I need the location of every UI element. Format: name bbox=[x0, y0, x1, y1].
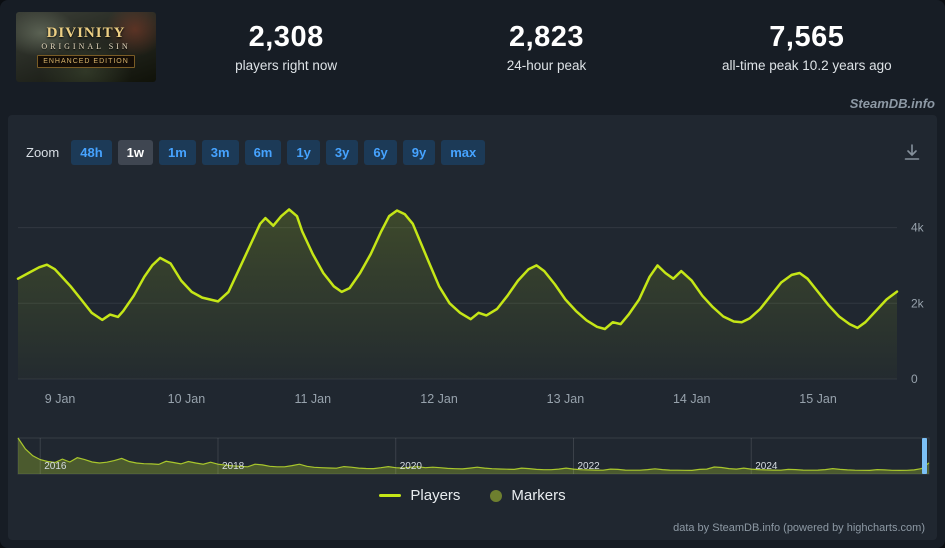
peak-24h-label: 24-hour peak bbox=[506, 57, 587, 73]
x-axis-label: 15 Jan bbox=[799, 392, 837, 406]
zoom-button-6y[interactable]: 6y bbox=[364, 140, 397, 165]
alltime-peak-value: 7,565 bbox=[769, 21, 845, 54]
legend: Players Markers bbox=[8, 487, 937, 504]
steamdb-watermark[interactable]: SteamDB.info bbox=[849, 96, 935, 111]
navigator-year-label: 2022 bbox=[577, 461, 600, 472]
zoom-button-1w[interactable]: 1w bbox=[117, 140, 153, 165]
game-edition-banner: ENHANCED EDITION bbox=[37, 54, 135, 69]
x-axis-label: 12 Jan bbox=[420, 392, 458, 406]
zoom-button-9y[interactable]: 9y bbox=[402, 140, 436, 165]
x-axis-label: 11 Jan bbox=[294, 392, 331, 406]
download-icon[interactable] bbox=[903, 144, 921, 161]
navigator-year-label: 2024 bbox=[755, 461, 778, 472]
current-players-label: players right now bbox=[235, 57, 338, 73]
players-series-line[interactable] bbox=[16, 208, 899, 331]
x-axis-label: 10 Jan bbox=[168, 392, 206, 406]
zoom-buttons: 48h 1w 1m 3m 6m 1y 3y 6y 9y max bbox=[71, 140, 486, 165]
zoom-button-3m[interactable]: 3m bbox=[201, 140, 239, 165]
y-axis-label: 2k bbox=[911, 296, 925, 310]
players-line-swatch bbox=[379, 494, 402, 497]
markers-dot-swatch bbox=[490, 489, 503, 502]
zoom-label: Zoom bbox=[26, 145, 60, 160]
y-axis-label: 4k bbox=[911, 221, 925, 235]
zoom-button-48h[interactable]: 48h bbox=[71, 140, 112, 165]
header: DIVINITY ORIGINAL SIN ENHANCED EDITION 2… bbox=[8, 8, 937, 86]
stat-24h-peak: 2,823 24-hour peak bbox=[416, 21, 676, 72]
stat-current-players: 2,308 players right now bbox=[156, 21, 416, 72]
header-stats: 2,308 players right now 2,823 24-hour pe… bbox=[156, 8, 937, 86]
zoom-button-max[interactable]: max bbox=[441, 140, 486, 165]
x-axis-label: 14 Jan bbox=[673, 392, 711, 406]
navigator-year-label: 2020 bbox=[400, 461, 423, 472]
navigator-series-line bbox=[17, 437, 930, 472]
zoom-button-3y[interactable]: 3y bbox=[325, 140, 359, 165]
credits[interactable]: data by SteamDB.info (powered by highcha… bbox=[673, 522, 925, 534]
navigator-outline bbox=[17, 437, 930, 475]
chart-toolbar: Zoom 48h 1w 1m 3m 6m 1y 3y 6y 9y max bbox=[26, 140, 921, 165]
alltime-peak-label: all-time peak 10.2 years ago bbox=[722, 57, 892, 73]
legend-item-markers[interactable]: Markers bbox=[490, 487, 566, 504]
navigator-year-label: 2016 bbox=[44, 461, 67, 472]
navigator-handle[interactable] bbox=[922, 438, 927, 474]
zoom-button-6m[interactable]: 6m bbox=[244, 140, 282, 165]
game-title-line1: DIVINITY bbox=[46, 24, 126, 41]
game-capsule[interactable]: DIVINITY ORIGINAL SIN ENHANCED EDITION bbox=[16, 12, 156, 82]
players-series-area bbox=[18, 209, 897, 379]
y-axis-label: 0 bbox=[911, 372, 918, 386]
legend-label-markers: Markers bbox=[511, 487, 566, 504]
current-players-value: 2,308 bbox=[248, 21, 324, 54]
navigator-series-area bbox=[18, 438, 929, 474]
stat-alltime-peak: 7,565 all-time peak 10.2 years ago bbox=[677, 21, 937, 72]
zoom-button-1y[interactable]: 1y bbox=[287, 140, 320, 165]
navigator-year-label: 2018 bbox=[222, 461, 245, 472]
peak-24h-value: 2,823 bbox=[508, 21, 585, 54]
navigator[interactable]: 2016 2018 2020 2022 2024 bbox=[8, 435, 937, 477]
players-chart[interactable]: 0 2k 4k 9 Jan 10 Jan 11 Jan 12 Jan 13 Jan 14 Jan… bbox=[8, 155, 937, 427]
zoom-button-1m[interactable]: 1m bbox=[158, 140, 196, 165]
x-axis-label: 13 Jan bbox=[547, 392, 585, 406]
legend-item-players[interactable]: Players bbox=[379, 487, 460, 504]
legend-label-players: Players bbox=[410, 487, 461, 504]
chart-panel: Zoom 48h 1w 1m 3m 6m 1y 3y 6y 9y max 0 2k 4k 9 Jan 10… bbox=[8, 115, 937, 540]
game-title-line2: ORIGINAL SIN bbox=[41, 41, 131, 51]
x-axis-label: 9 Jan bbox=[45, 392, 76, 406]
